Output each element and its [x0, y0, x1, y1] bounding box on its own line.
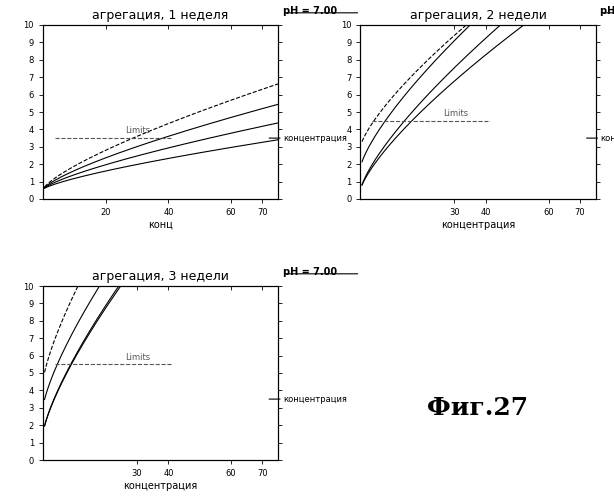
X-axis label: концентрация: концентрация [123, 481, 198, 491]
Text: pH = 7.00: pH = 7.00 [283, 6, 337, 16]
Title: агрегация, 2 недели: агрегация, 2 недели [410, 10, 546, 22]
Text: концентрация: концентрация [283, 134, 347, 142]
Text: Фиг.27: Фиг.27 [427, 396, 529, 420]
Text: концентрация: концентрация [283, 394, 347, 404]
Text: pH = 7.00: pH = 7.00 [283, 268, 337, 278]
Title: агрегация, 3 недели: агрегация, 3 недели [92, 270, 229, 283]
Text: Limits: Limits [125, 352, 150, 362]
Text: Limits: Limits [443, 109, 468, 118]
Text: концентрация: концентрация [600, 134, 614, 142]
Text: pH = 7.00: pH = 7.00 [600, 6, 614, 16]
X-axis label: конц: конц [148, 220, 173, 230]
Title: агрегация, 1 неделя: агрегация, 1 неделя [93, 10, 228, 22]
Text: Limits: Limits [125, 126, 150, 136]
X-axis label: концентрация: концентрация [441, 220, 515, 230]
